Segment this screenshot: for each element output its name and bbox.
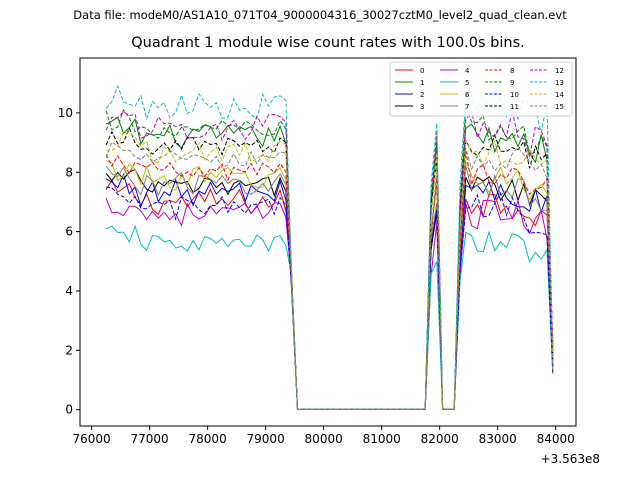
- series-line-4: [105, 198, 554, 410]
- series-line-1: [105, 116, 554, 410]
- x-tick-label: 83000: [479, 432, 517, 446]
- y-tick-label: 4: [65, 284, 73, 298]
- y-tick-label: 8: [65, 165, 73, 179]
- legend-label-12: 12: [555, 67, 564, 75]
- legend-label-4: 4: [465, 67, 470, 75]
- legend-label-8: 8: [510, 67, 514, 75]
- x-tick-label: 79000: [247, 432, 285, 446]
- x-tick-label: 84000: [537, 432, 575, 446]
- x-tick-label: 77000: [131, 432, 169, 446]
- y-tick-label: 0: [65, 403, 73, 417]
- legend-label-11: 11: [510, 103, 519, 111]
- legend-label-15: 15: [555, 103, 564, 111]
- y-tick-label: 6: [65, 225, 73, 239]
- legend-box: [389, 61, 573, 117]
- series-line-0: [105, 179, 554, 410]
- legend-label-1: 1: [420, 79, 424, 87]
- x-tick-label: 78000: [189, 432, 227, 446]
- legend-label-10: 10: [510, 91, 519, 99]
- y-tick-label: 2: [65, 343, 73, 357]
- x-tick-label: 81000: [363, 432, 401, 446]
- x-tick-label: 80000: [305, 432, 343, 446]
- legend-label-14: 14: [555, 91, 564, 99]
- series-line-6: [105, 160, 554, 410]
- legend-label-2: 2: [420, 91, 424, 99]
- legend-label-3: 3: [420, 103, 424, 111]
- series-line-15: [105, 141, 554, 410]
- legend-label-6: 6: [465, 91, 470, 99]
- axes-frame: [79, 57, 577, 427]
- legend-label-5: 5: [465, 79, 469, 87]
- legend-label-7: 7: [465, 103, 469, 111]
- figure-supertitle: Data file: modeM0/AS1A10_071T04_90000043…: [73, 8, 567, 22]
- tick-layer: 76000 77000 78000 79000 80000 81000 82000 83000…: [58, 106, 575, 446]
- series-line-2: [105, 172, 554, 410]
- x-offset-label: +3.563e8: [540, 452, 600, 466]
- series-layer: [105, 84, 554, 410]
- series-line-5: [105, 224, 554, 410]
- series-line-12: [105, 109, 554, 410]
- series-line-7: [105, 165, 554, 410]
- x-tick-label: 82000: [421, 432, 459, 446]
- legend-label-9: 9: [510, 79, 514, 87]
- y-tick-label: 10: [58, 106, 73, 120]
- legend-label-0: 0: [420, 67, 424, 75]
- legend-label-13: 13: [555, 79, 564, 87]
- series-line-9: [105, 105, 554, 410]
- x-tick-label: 76000: [73, 432, 111, 446]
- series-line-10: [106, 186, 554, 410]
- chart-title: Quadrant 1 module wise count rates with …: [131, 35, 525, 51]
- series-line-11: [105, 126, 554, 410]
